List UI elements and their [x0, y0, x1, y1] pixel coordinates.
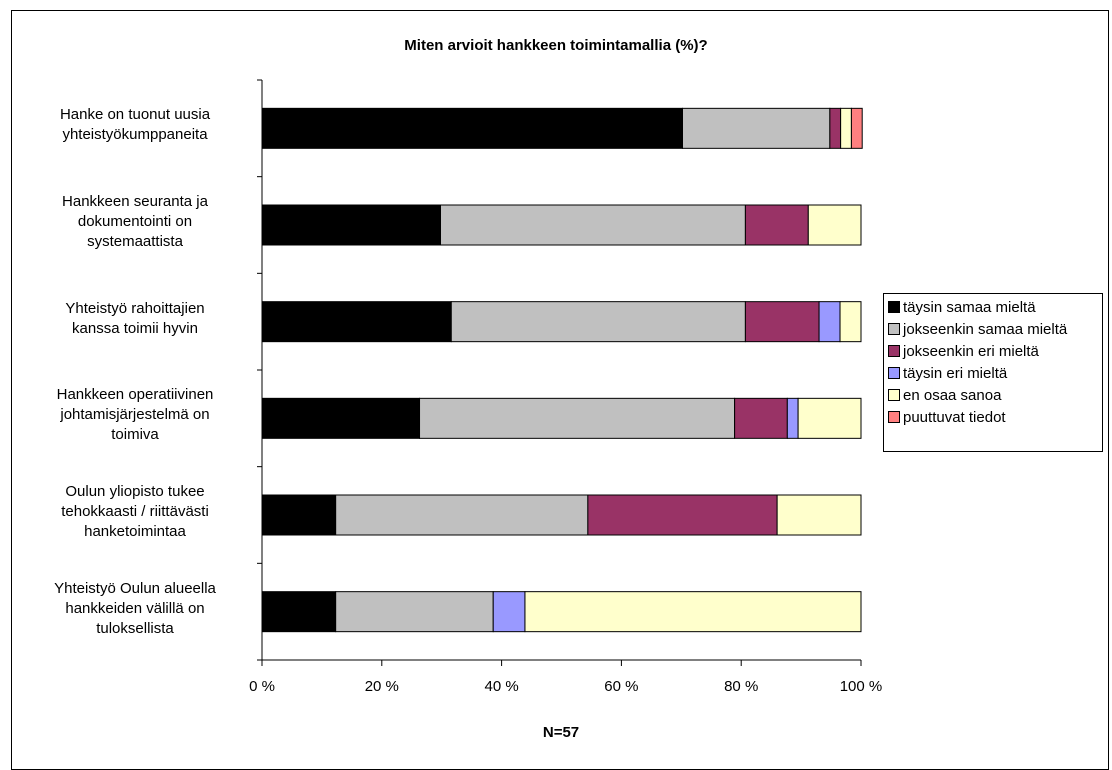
bar-segment — [840, 107, 852, 149]
legend-swatch — [888, 301, 900, 313]
bar-segment — [450, 301, 746, 343]
legend-item: en osaa sanoa — [884, 384, 1102, 406]
bar-segment — [807, 204, 862, 246]
legend-swatch — [888, 367, 900, 379]
bar-segment — [744, 301, 820, 343]
bar-segment — [797, 397, 862, 439]
x-tick-label: 80 % — [724, 678, 758, 695]
legend: täysin samaa mieltä jokseenkin samaa miel… — [883, 293, 1103, 452]
category-label-line: toimiva — [111, 426, 159, 444]
category-label-line: Hankkeen seuranta ja — [62, 193, 208, 210]
bar-segment — [261, 107, 683, 149]
legend-item: jokseenkin samaa mieltä — [884, 318, 1102, 340]
legend-swatch — [888, 389, 900, 401]
x-tick-label: 40 % — [484, 678, 518, 695]
bar-segment — [261, 397, 421, 439]
bar-segment — [492, 591, 526, 633]
bar-segment — [335, 494, 589, 536]
legend-item: täysin samaa mieltä — [884, 296, 1102, 318]
bar-segment — [419, 397, 736, 439]
category-label-line: johtamisjärjestelmä on — [60, 406, 210, 424]
bar-segment — [734, 397, 788, 439]
bar-segment — [335, 591, 494, 633]
legend-label: puuttuvat tiedot — [903, 408, 1006, 426]
legend-label: jokseenkin samaa mieltä — [903, 320, 1068, 338]
bar-segment — [776, 494, 862, 536]
category-label-line: tuloksellista — [96, 619, 174, 637]
legend-swatch — [888, 345, 900, 357]
category-label: Hankkeen seuranta ja dokumentointi on syst… — [25, 192, 245, 252]
bar-segment — [681, 107, 831, 149]
category-label: Yhteistyö rahoittajien kanssa toimii hyvi… — [25, 299, 245, 339]
category-label-line: tehokkaasti / riittävästi — [61, 503, 209, 520]
bar-segment — [850, 107, 863, 149]
category-label-line: Yhteistyö rahoittajien — [65, 299, 205, 317]
bar-segment — [829, 107, 842, 149]
category-label-line: Hanke on tuonut uusia — [59, 106, 211, 124]
bar-segment — [818, 301, 841, 343]
category-label: Hankkeen operatiivinen johtamisjärjestelm… — [25, 385, 245, 445]
x-tick-label: 20 % — [365, 678, 399, 695]
bar-segment — [524, 591, 862, 633]
x-tick-label: 100 % — [840, 678, 883, 695]
bar-segment — [261, 301, 452, 343]
category-label-line: Oulun yliopisto tukee — [65, 483, 205, 500]
chart-title: Miten arvioit hankkeen toimintamallia (%… — [404, 37, 708, 54]
legend-item: jokseenkin eri mieltä — [884, 340, 1102, 362]
x-tick-label: 0 % — [249, 678, 275, 695]
category-label: Hanke on tuonut uusia yhteistyökumppaneit… — [25, 105, 245, 145]
legend-item: täysin eri mieltä — [884, 362, 1102, 384]
category-label-line: Hankkeen operatiivinen — [56, 386, 214, 404]
category-label-line: hankkeiden välillä on — [65, 599, 205, 617]
legend-item: puuttuvat tiedot — [884, 406, 1102, 428]
category-label: Yhteistyö Oulun alueella hankkeiden välil… — [25, 579, 245, 639]
bar-segment — [744, 204, 809, 246]
bar-segment — [261, 591, 337, 633]
x-tick-label: 60 % — [604, 678, 638, 695]
legend-label: en osaa sanoa — [903, 386, 1002, 404]
bar-segment — [261, 494, 337, 536]
bar-segment — [839, 301, 862, 343]
category-label-line: Yhteistyö Oulun alueella — [54, 579, 216, 597]
legend-label: täysin samaa mieltä — [903, 298, 1036, 316]
category-label-line: hanketoimintaa — [84, 523, 186, 540]
bar-segment — [587, 494, 778, 536]
legend-swatch — [888, 323, 900, 335]
legend-swatch — [888, 411, 900, 423]
category-label-line: kanssa toimii hyvin — [72, 319, 198, 337]
bar-segment — [261, 204, 442, 246]
legend-label: jokseenkin eri mieltä — [903, 342, 1039, 360]
category-label-line: systemaattista — [87, 233, 183, 250]
category-label-line: yhteistyökumppaneita — [62, 126, 208, 144]
category-label: Oulun yliopisto tukee tehokkaasti / riitt… — [25, 482, 245, 542]
category-label-line: dokumentointi on — [77, 213, 193, 230]
bar-segment — [786, 397, 799, 439]
legend-label: täysin eri mieltä — [903, 364, 1008, 382]
chart-footer: N=57 — [542, 724, 580, 741]
bar-segment — [440, 204, 746, 246]
